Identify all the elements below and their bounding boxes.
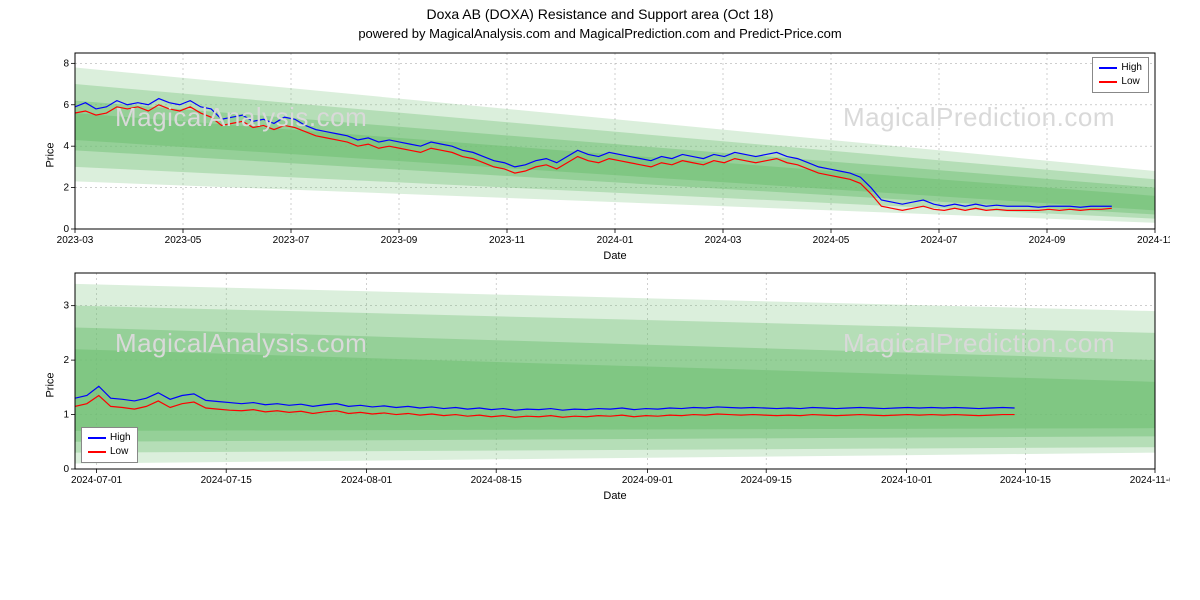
svg-text:2: 2 [63,355,69,366]
svg-text:1: 1 [63,410,69,421]
legend-swatch-low [88,451,106,453]
svg-text:2024-09-01: 2024-09-01 [622,475,674,486]
svg-text:Date: Date [603,490,626,502]
svg-text:2024-01: 2024-01 [597,235,634,246]
svg-text:2024-10-01: 2024-10-01 [881,475,933,486]
legend-item-high: High [88,431,131,445]
bottom-chart: 0 1 2 3 2024-07-01 2024-07-15 2024-08-01 2024-0… [30,265,1170,505]
svg-text:0: 0 [63,464,69,475]
svg-text:2024-07-01: 2024-07-01 [71,475,123,486]
svg-text:2023-07: 2023-07 [273,235,310,246]
svg-text:2024-05: 2024-05 [813,235,850,246]
legend: HighLow [81,427,138,463]
svg-text:4: 4 [63,141,69,152]
svg-text:2024-11-01: 2024-11-01 [1130,475,1170,486]
svg-text:0: 0 [63,224,69,235]
legend-swatch-low [1099,81,1117,83]
svg-text:2023-05: 2023-05 [165,235,202,246]
svg-text:2024-09: 2024-09 [1029,235,1066,246]
legend-label-low: Low [1121,75,1139,89]
legend-swatch-high [88,437,106,439]
svg-text:6: 6 [63,100,69,111]
legend-label-low: Low [110,445,128,459]
top-chart: 0 2 4 6 8 2023-03 2023-05 2023-07 2023-09 2023-11… [30,45,1170,265]
legend-swatch-high [1099,67,1117,69]
legend: HighLow [1092,57,1149,93]
svg-text:2: 2 [63,183,69,194]
svg-text:8: 8 [63,58,69,69]
svg-text:2024-08-01: 2024-08-01 [341,475,393,486]
legend-label-high: High [110,431,131,445]
legend-item-low: Low [88,445,131,459]
svg-text:2023-03: 2023-03 [57,235,94,246]
svg-text:2024-07-15: 2024-07-15 [201,475,253,486]
svg-text:2024-09-15: 2024-09-15 [741,475,793,486]
svg-text:3: 3 [63,301,69,312]
svg-text:2023-09: 2023-09 [381,235,418,246]
svg-text:2023-11: 2023-11 [489,235,525,246]
chart-container: Doxa AB (DOXA) Resistance and Support ar… [0,0,1200,600]
legend-label-high: High [1121,61,1142,75]
svg-text:2024-11: 2024-11 [1137,235,1170,246]
legend-item-low: Low [1099,75,1142,89]
legend-item-high: High [1099,61,1142,75]
svg-text:2024-03: 2024-03 [705,235,742,246]
chart-subtitle: powered by MagicalAnalysis.com and Magic… [0,22,1200,45]
chart-title: Doxa AB (DOXA) Resistance and Support ar… [0,0,1200,22]
svg-text:2024-08-15: 2024-08-15 [471,475,523,486]
y-axis-label: Price [45,142,57,167]
svg-text:2024-07: 2024-07 [921,235,958,246]
svg-text:Date: Date [603,250,626,262]
y-axis-label: Price [45,372,57,397]
svg-text:2024-10-15: 2024-10-15 [1000,475,1052,486]
